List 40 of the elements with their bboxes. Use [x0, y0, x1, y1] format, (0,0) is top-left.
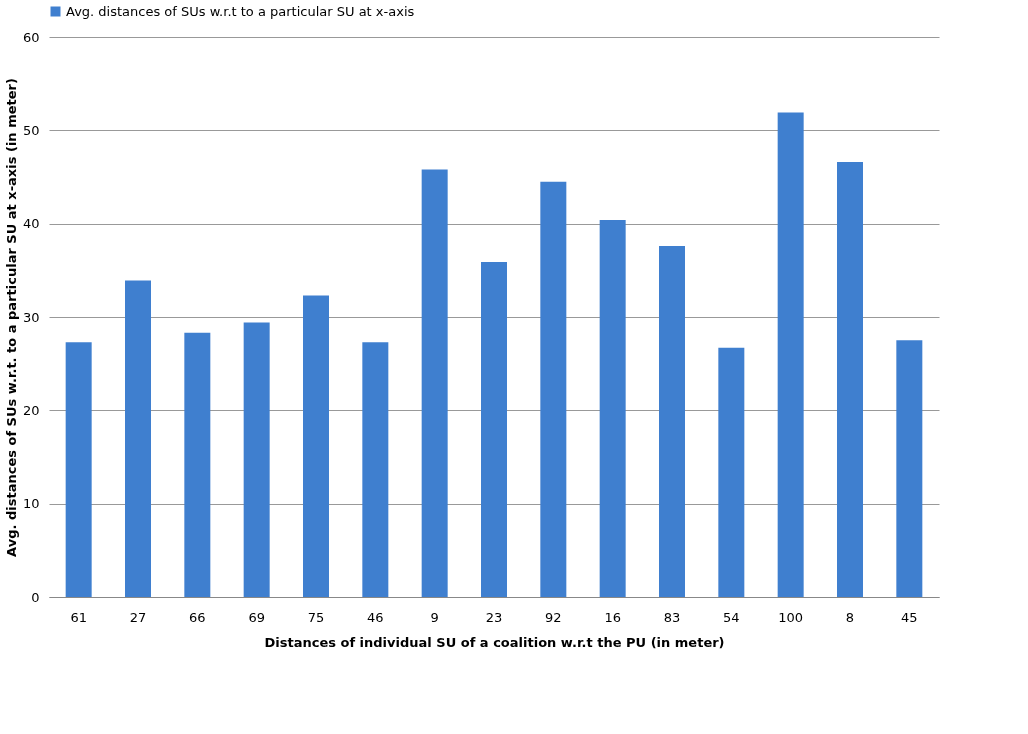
- x-tick-label: 100: [778, 609, 804, 625]
- x-tick-label: 54: [723, 609, 740, 625]
- x-tick-label: 61: [70, 609, 87, 625]
- x-tick-label: 16: [604, 609, 621, 625]
- legend-label: Avg. distances of SUs w.r.t to a particular SU at x-axis: [66, 3, 415, 19]
- y-tick-label: 50: [22, 122, 40, 138]
- bar: [65, 342, 92, 597]
- bar: [421, 169, 448, 597]
- bar: [599, 219, 626, 597]
- x-tick-label: 8: [845, 609, 855, 625]
- bar: [243, 322, 270, 597]
- x-axis-title: Distances of individual SU of a coalition w.r.t the PU (in meter): [264, 634, 725, 650]
- x-tick-label: 75: [307, 609, 325, 625]
- x-tick-label: 69: [248, 609, 265, 625]
- bar: [303, 295, 329, 597]
- bar: [896, 340, 923, 597]
- y-tick-label: 10: [22, 496, 40, 512]
- y-axis-title: Avg. distances of SUs w.r.t. to a particular SU at x-axis (in meter): [3, 78, 19, 557]
- bar: [659, 246, 685, 597]
- x-tick-label: 66: [189, 609, 206, 625]
- x-tick-label: 83: [663, 609, 681, 625]
- x-tick-label: 46: [367, 609, 384, 625]
- bar: [125, 280, 151, 597]
- y-tick-label: 60: [22, 29, 40, 45]
- x-tick-label: 23: [485, 609, 503, 625]
- bar: [718, 347, 745, 597]
- x-tick-label: 9: [430, 609, 439, 625]
- bar: [362, 342, 389, 597]
- x-tick-label: 27: [129, 609, 147, 625]
- y-tick-label: 0: [31, 589, 40, 605]
- bar: [481, 261, 507, 597]
- bar: [184, 332, 211, 597]
- x-tick-label: 92: [545, 609, 562, 625]
- bar: [777, 112, 804, 597]
- y-tick-label: 30: [22, 309, 40, 325]
- bar: [837, 162, 863, 597]
- y-tick-label: 20: [22, 402, 40, 418]
- x-tick-label: 45: [901, 609, 918, 625]
- y-tick-label: 40: [22, 216, 40, 232]
- bar: [540, 181, 567, 597]
